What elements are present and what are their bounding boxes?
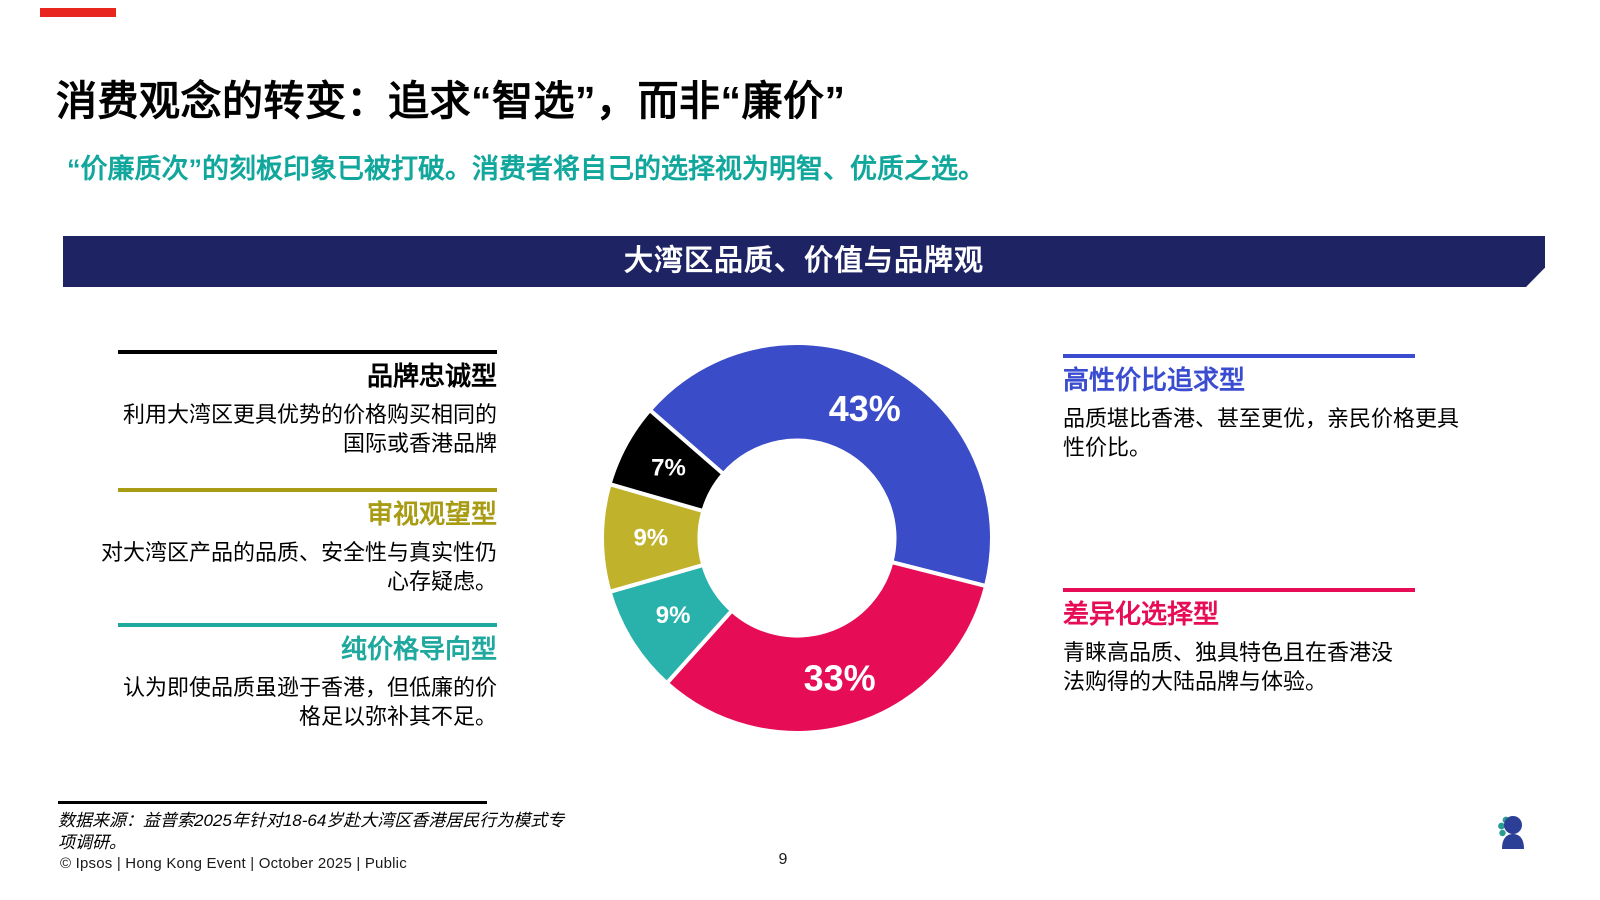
section-banner: 大湾区品质、价值与品牌观 [63, 236, 1545, 287]
donut-chart: 43% 33% 9% 9% 7% [577, 318, 1017, 758]
category-desc: 品质堪比香港、甚至更优，亲民价格更具 性价比。 [1063, 405, 1460, 460]
source-rule [58, 801, 487, 804]
category-block-price-driven: 纯价格导向型 认为即使品质虽逊于香港，但低廉的价 格足以弥补其不足。 [75, 623, 497, 731]
accent-bar [40, 8, 116, 17]
category-desc: 青睐高品质、独具特色且在香港没 法购得的大陆品牌与体验。 [1063, 639, 1394, 694]
page-number: 9 [778, 851, 788, 868]
category-rule [118, 623, 497, 627]
category-name: 纯价格导向型 [340, 634, 497, 664]
donut-svg: 43% 33% 9% 9% 7% [599, 341, 994, 735]
logo-wordmark: Ipsos [1485, 845, 1535, 865]
category-desc: 利用大湾区更具优势的价格购买相同的 国际或香港品牌 [122, 401, 497, 456]
donut-slice-品牌忠诚型 [607, 407, 727, 514]
category-rule [1063, 588, 1415, 592]
category-rule [118, 350, 497, 354]
donut-value-label: 33% [804, 657, 876, 698]
source-note: 数据来源：益普索2025年针对18-64岁赴大湾区香港居民行为模式专项调研。 [58, 811, 565, 853]
category-block-brand-loyal: 品牌忠诚型 利用大湾区更具优势的价格购买相同的 国际或香港品牌 [75, 350, 497, 458]
category-desc: 对大湾区产品的品质、安全性与真实性仍 心存疑虑。 [100, 539, 497, 594]
category-name: 高性价比追求型 [1063, 365, 1246, 395]
category-name: 差异化选择型 [1063, 599, 1220, 629]
category-rule [1063, 354, 1415, 358]
donut-value-label: 9% [656, 602, 691, 629]
copyright-text: © Ipsos | Hong Kong Event | October 2025… [60, 855, 407, 872]
category-name: 审视观望型 [366, 499, 497, 529]
donut-value-label: 43% [829, 388, 901, 429]
page-title: 消费观念的转变：追求“智选”，而非“廉价” [56, 78, 846, 124]
category-block-value-seeker: 高性价比追求型 品质堪比香港、甚至更优，亲民价格更具 性价比。 [1063, 354, 1463, 462]
logo-face-icon [1498, 816, 1524, 849]
category-rule [118, 488, 497, 492]
donut-slice-差异化选择型 [663, 559, 989, 735]
category-name: 品牌忠诚型 [366, 361, 497, 391]
ipsos-logo: Ipsos [1476, 809, 1544, 874]
category-block-differentiation: 差异化选择型 青睐高品质、独具特色且在香港没 法购得的大陆品牌与体验。 [1063, 588, 1463, 696]
category-block-wait-and-see: 审视观望型 对大湾区产品的品质、安全性与真实性仍 心存疑虑。 [75, 488, 497, 596]
donut-value-label: 9% [633, 525, 668, 552]
donut-value-label: 7% [651, 455, 686, 482]
page-subtitle: “价廉质次”的刻板印象已被打破。消费者将自己的选择视为明智、优质之选。 [67, 154, 985, 184]
donut-slice-高性价比追求型 [647, 341, 994, 589]
category-desc: 认为即使品质虽逊于香港，但低廉的价 格足以弥补其不足。 [122, 674, 497, 729]
